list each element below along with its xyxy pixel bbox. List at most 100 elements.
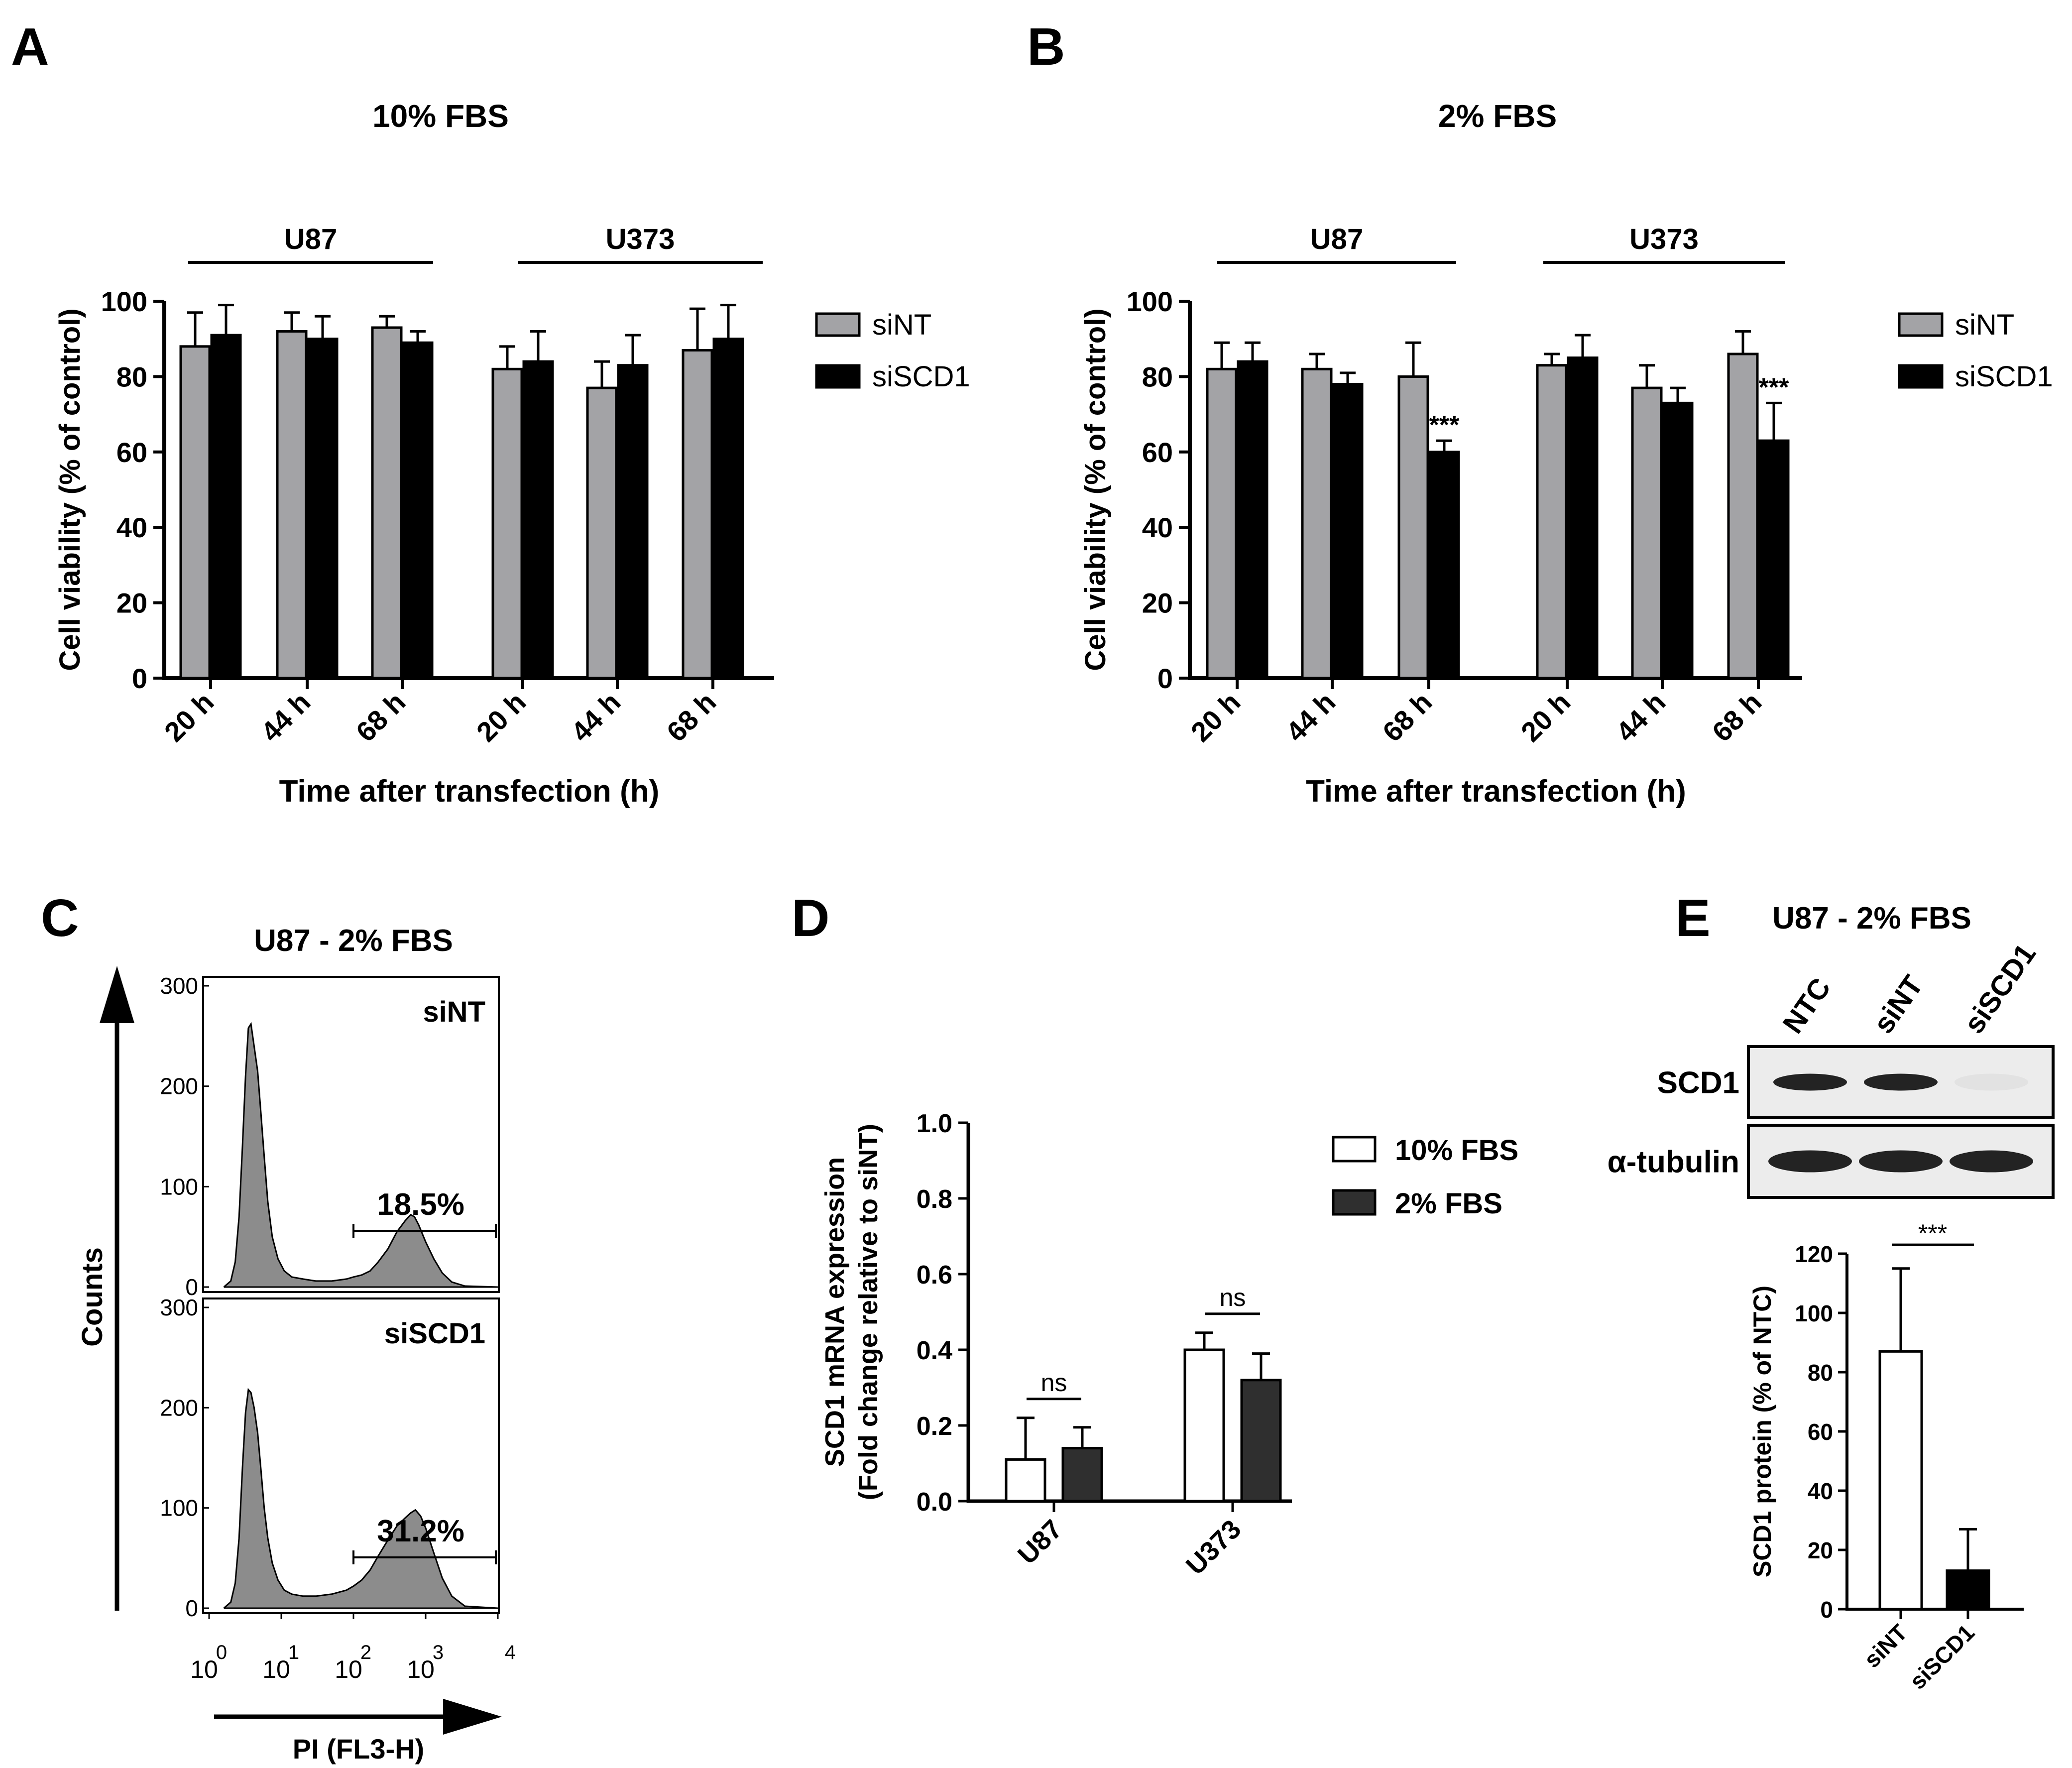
x-tick-exponent: 4 [505, 1642, 516, 1663]
group-label: U87 [1310, 223, 1363, 255]
x-tick-label: U87 [1012, 1514, 1068, 1570]
gate-percent: 18.5% [377, 1187, 464, 1222]
y-tick-label: 300 [160, 973, 198, 999]
blot-band [1768, 1150, 1852, 1173]
x-tick-label: 68 h [1706, 686, 1768, 748]
significance-label: ns [1041, 1369, 1067, 1397]
y-axis-label: Counts [76, 1247, 109, 1347]
y-tick-label: 0 [185, 1595, 198, 1621]
y-tick-label: 100 [101, 286, 147, 317]
y-tick-label: 60 [1142, 437, 1173, 468]
legend-swatch [1332, 1136, 1377, 1163]
blot-band [1955, 1073, 2028, 1091]
panel-label-c: C [41, 889, 79, 947]
blot-band [1773, 1073, 1847, 1091]
bar-siNT [586, 386, 618, 680]
x-tick-label: 20 h [470, 686, 532, 748]
bar-siNT [1878, 1350, 1923, 1611]
chart-title: U87 - 2% FBS [254, 924, 453, 958]
y-axis-label: Cell viability (% of control) [1079, 308, 1112, 671]
x-tick-exponent: 1 [288, 1642, 299, 1663]
bar-fbs2 [1240, 1379, 1282, 1503]
legend-label: siNT [872, 309, 931, 341]
x-tick-label: 20 h [158, 686, 220, 748]
bar-siSCD1 [712, 338, 744, 680]
panel-d-chart: 0.0 0.2 0.4 0.6 0.8 1.0 SCD1 mRNA expression (F… [820, 1109, 1518, 1581]
y-axis-label: Cell viability (% of control) [54, 308, 86, 671]
x-tick-label: 20 h [1515, 686, 1577, 748]
blot-row-label: SCD1 [1657, 1066, 1739, 1100]
blot-band [1864, 1073, 1938, 1091]
bar-siNT [682, 349, 713, 680]
bar-siNT [1631, 386, 1663, 680]
x-tick-label: 44 h [565, 686, 627, 748]
y-axis-label-line-1: SCD1 mRNA expression [820, 1157, 850, 1467]
sample-label: siNT [423, 996, 485, 1028]
bar-siSCD1 [1237, 360, 1268, 680]
y-tick-label: 80 [1142, 361, 1173, 392]
bar-siNT [1397, 375, 1429, 680]
y-tick-label: 200 [160, 1073, 198, 1099]
y-tick-label: 0 [1157, 663, 1173, 694]
blot-row-label: α-tubulin [1608, 1145, 1739, 1179]
y-tick-label: 0.4 [917, 1336, 952, 1365]
group-label: U87 [284, 223, 337, 255]
x-tick-exponent: 3 [433, 1642, 444, 1663]
y-tick-label: 20 [1142, 588, 1173, 619]
panel-label-a: A [11, 17, 49, 76]
bar-siNT [1727, 353, 1759, 680]
panel-label-b: B [1027, 17, 1065, 76]
panel-b-chart: 2% FBS U87 U373 0 20 40 60 80 100 Cell viability … [1079, 98, 2053, 809]
legend-swatch [815, 364, 861, 389]
x-tick-label: 44 h [255, 686, 317, 748]
bar-siSCD1 [1758, 439, 1790, 680]
significance-mark: *** [1759, 373, 1789, 402]
x-tick-base: 10 [190, 1655, 218, 1683]
y-tick-label: 0 [1820, 1597, 1833, 1623]
y-tick-label: 0.2 [917, 1412, 952, 1441]
x-axis-label: PI (FL3-H) [293, 1733, 424, 1765]
y-tick-label: 0.6 [917, 1261, 952, 1290]
chart-title: 10% FBS [372, 98, 509, 134]
y-tick-label: 0 [132, 663, 147, 694]
y-tick-label: 80 [1808, 1360, 1833, 1386]
histogram-frame [202, 1297, 500, 1614]
bar-siSCD1 [522, 360, 554, 680]
y-tick-label: 100 [1795, 1300, 1833, 1326]
x-tick-label: 44 h [1610, 686, 1672, 748]
bar-siSCD1 [402, 341, 434, 680]
histogram-frame [202, 976, 500, 1293]
y-tick-label: 20 [1808, 1537, 1833, 1563]
x-tick-base: 10 [262, 1655, 290, 1683]
x-tick-base: 10 [407, 1655, 435, 1683]
panel-a-chart: 10% FBS U87 U373 0 20 40 60 80 100 Cell viability… [54, 98, 970, 809]
y-tick-label: 100 [160, 1495, 198, 1521]
legend-swatch [815, 312, 861, 337]
chart-title: U87 - 2% FBS [1772, 901, 1971, 936]
bar-siSCD1 [1332, 383, 1364, 680]
blot-lane-label: siNT [1867, 969, 1929, 1039]
y-tick-label: 20 [116, 588, 147, 619]
legend-label: siNT [1955, 309, 2014, 341]
bar-siNT [371, 326, 403, 680]
bar-siNT [1536, 364, 1568, 680]
x-tick-label: 68 h [1377, 686, 1438, 748]
legend-swatch [1898, 364, 1944, 389]
significance-mark: *** [1429, 411, 1460, 440]
bar-siSCD1 [210, 334, 242, 680]
x-tick-label: siSCD1 [1904, 1619, 1979, 1694]
group-label: U373 [606, 223, 675, 255]
bar-fbs2 [1061, 1447, 1103, 1503]
y-tick-label: 40 [116, 512, 147, 543]
x-tick-base: 10 [335, 1655, 362, 1683]
y-tick-label: 200 [160, 1395, 198, 1420]
counts-arrow-head [100, 966, 134, 1023]
bar-siNT [491, 367, 523, 680]
histogram-siNT [223, 1022, 498, 1288]
x-tick-exponent: 2 [360, 1642, 371, 1663]
y-tick-label: 100 [160, 1174, 198, 1199]
x-axis-label: Time after transfection (h) [1306, 774, 1686, 809]
x-tick-label: 20 h [1185, 686, 1247, 748]
significance-label: ns [1220, 1284, 1246, 1311]
